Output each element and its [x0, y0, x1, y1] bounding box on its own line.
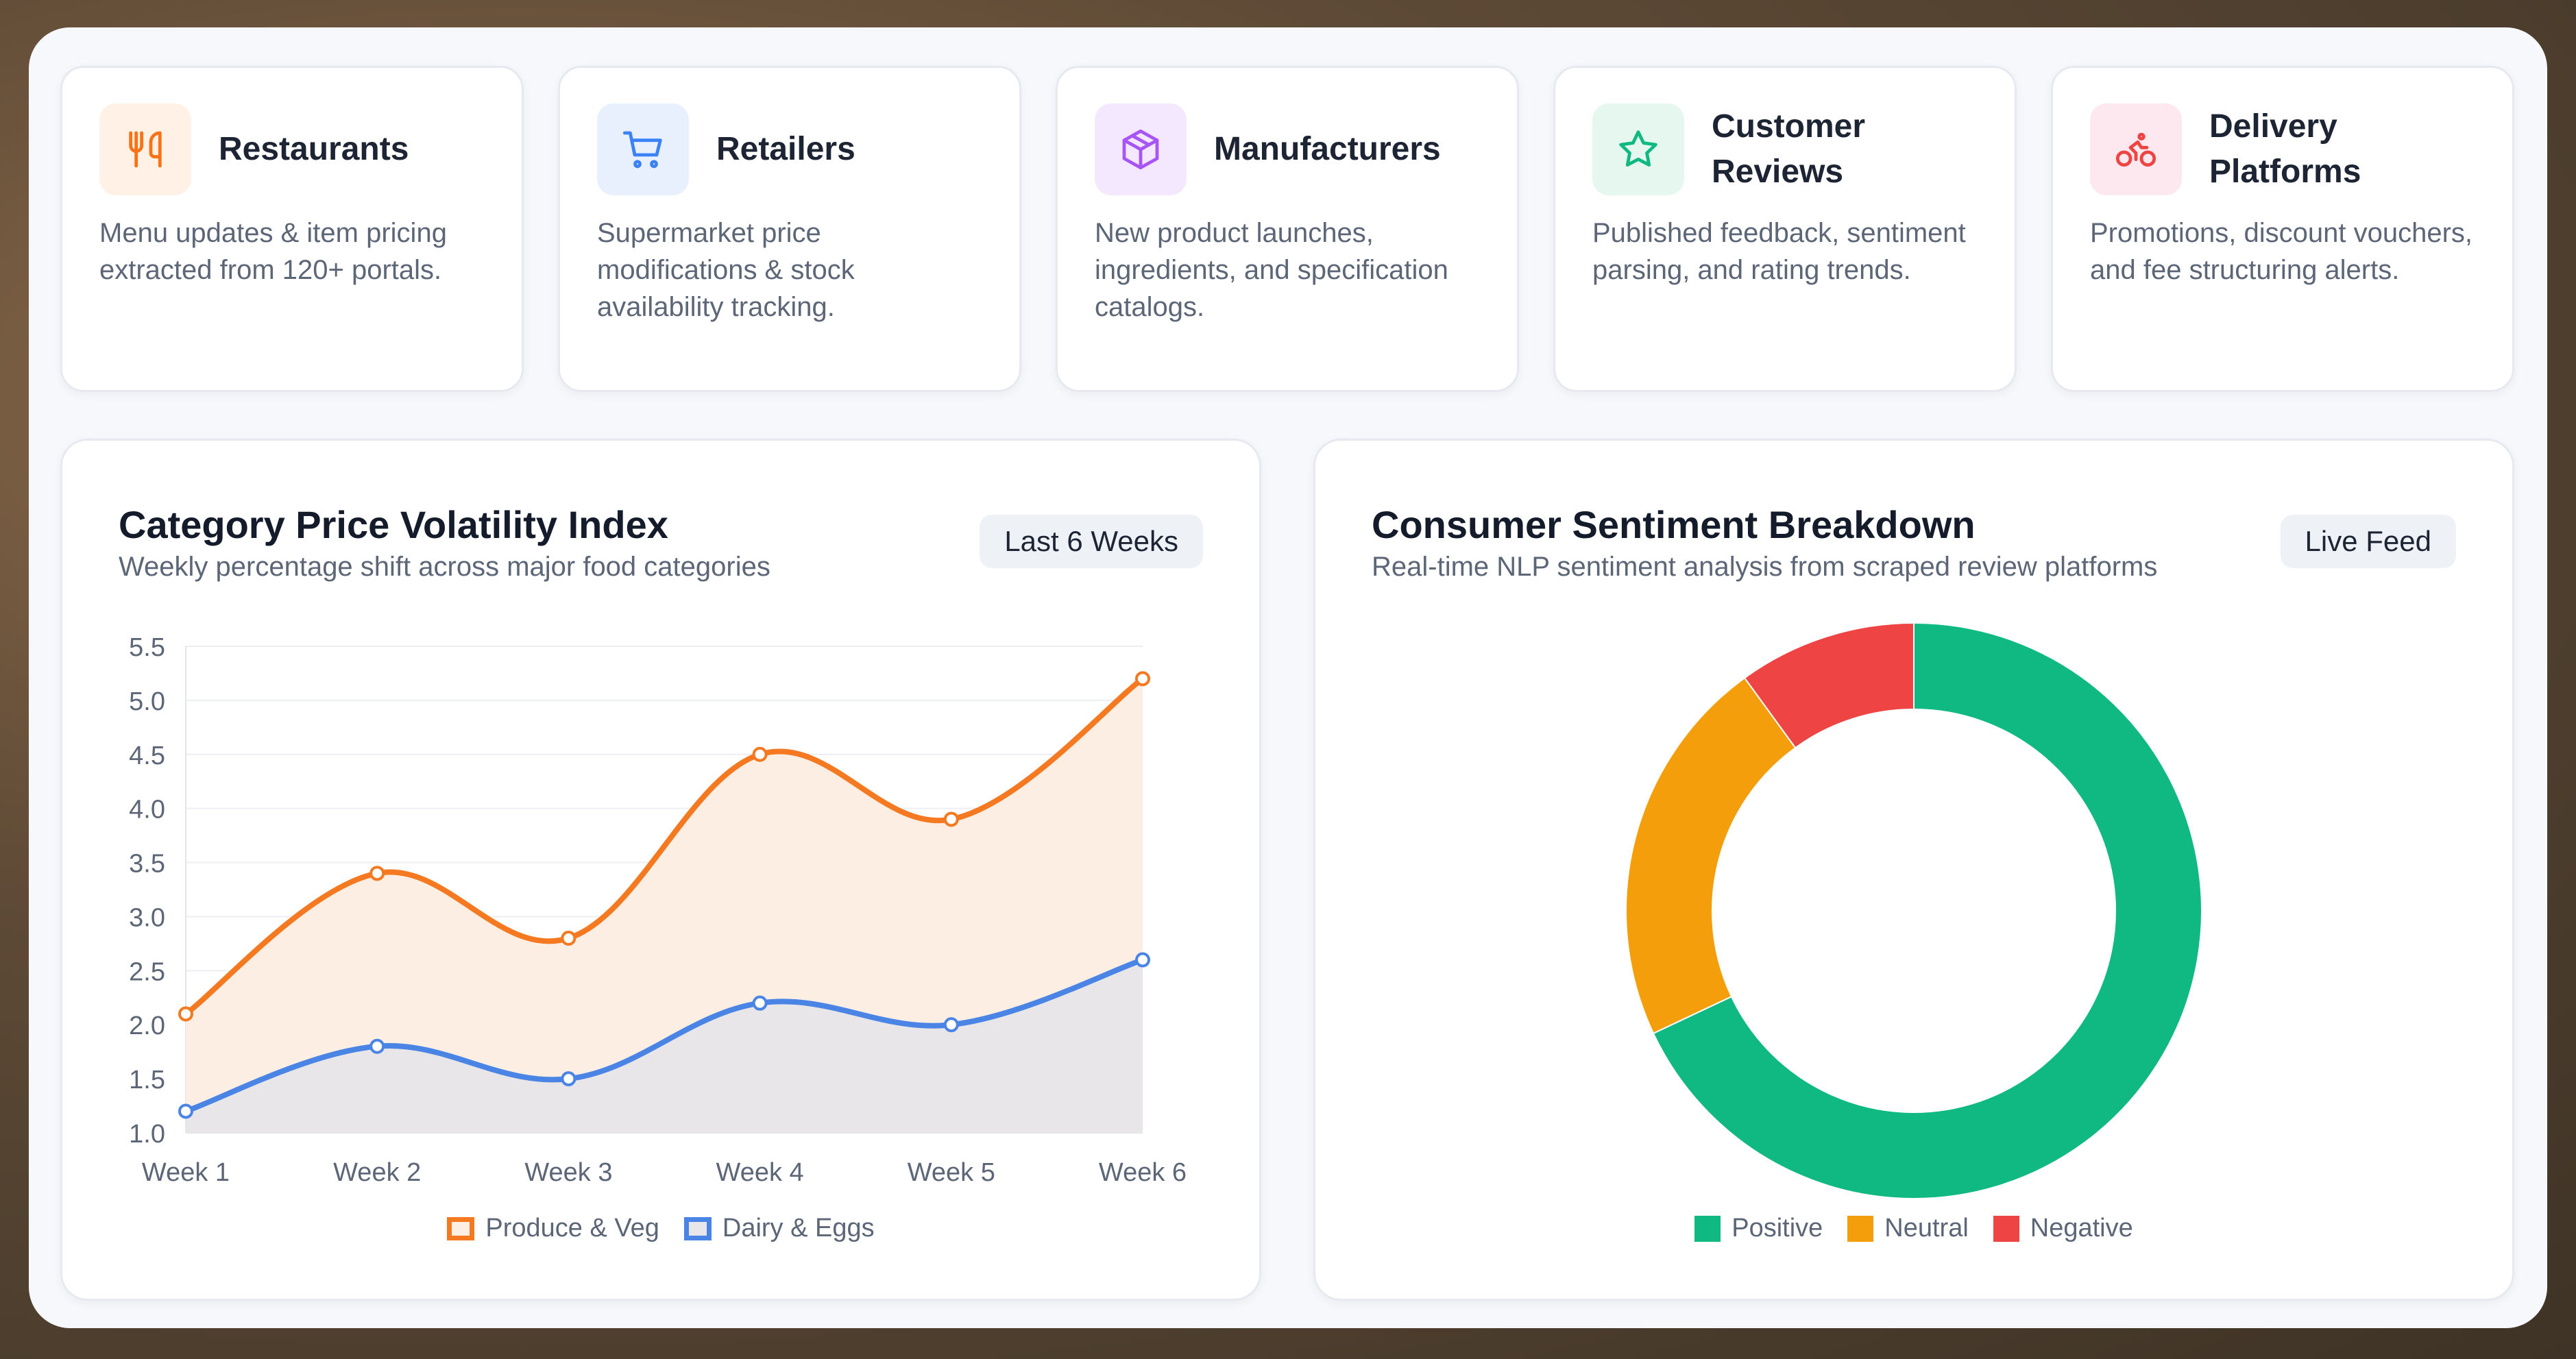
- legend-label: Produce & Veg: [485, 1214, 659, 1242]
- legend-swatch: [683, 1216, 712, 1240]
- x-tick-label: Week 1: [142, 1158, 230, 1187]
- card-description: Promotions, discount vouchers, and fee s…: [2090, 218, 2473, 285]
- series-line[interactable]: [183, 957, 1145, 1114]
- legend-swatch: [1694, 1215, 1721, 1242]
- live-feed-badge[interactable]: Live Feed: [2280, 515, 2456, 568]
- y-tick-label: 3.5: [129, 850, 165, 879]
- card-description: Menu updates & item pricing extracted fr…: [99, 218, 447, 285]
- source-cards: Restaurants Menu updates & item pricing …: [60, 66, 2514, 392]
- data-point[interactable]: [178, 1103, 193, 1119]
- box-icon: [1095, 103, 1187, 195]
- x-tick-label: Week 5: [908, 1158, 995, 1187]
- y-tick-label: 2.5: [129, 957, 165, 986]
- card-description: New product launches, ingredients, and s…: [1095, 218, 1448, 322]
- donut-slice-negative[interactable]: [1743, 622, 1915, 749]
- data-point[interactable]: [178, 1006, 193, 1022]
- data-point[interactable]: [369, 1038, 385, 1054]
- sentiment-panel: Consumer Sentiment Breakdown Real-time N…: [1313, 439, 2514, 1301]
- legend-label: Dairy & Eggs: [722, 1214, 875, 1242]
- range-badge[interactable]: Last 6 Weeks: [980, 515, 1203, 568]
- card-customer-reviews[interactable]: Customer Reviews Published feedback, sen…: [1553, 66, 2017, 392]
- legend-label: Negative: [2030, 1214, 2133, 1242]
- data-point[interactable]: [943, 811, 959, 827]
- series-area: [186, 678, 1143, 1133]
- volatility-line-chart[interactable]: 1.0 1.5 2.0 2.5 3.0 3.5 4.0 4.5 5.0 5.5 Week 1 Week…: [62, 441, 1259, 1299]
- legend-item-positive[interactable]: Positive: [1694, 1214, 1823, 1243]
- chart-legend: Positive Neutral Negative: [1315, 1214, 2512, 1243]
- series-area: [186, 959, 1143, 1133]
- data-point[interactable]: [561, 931, 576, 946]
- card-description: Published feedback, sentiment parsing, a…: [1592, 218, 1966, 285]
- x-tick-label: Week 4: [716, 1158, 804, 1187]
- panel-title: Category Price Volatility Index: [119, 503, 668, 546]
- sentiment-donut-chart[interactable]: [1315, 441, 2512, 1299]
- card-title: Delivery Platforms: [2209, 108, 2361, 190]
- card-delivery-platforms[interactable]: Delivery Platforms Promotions, discount …: [2051, 66, 2514, 392]
- y-tick-label: 1.0: [129, 1120, 165, 1149]
- data-point[interactable]: [943, 1017, 959, 1033]
- y-tick-label: 5.5: [129, 633, 165, 662]
- panel-subtitle: Weekly percentage shift across major foo…: [119, 552, 770, 582]
- data-point[interactable]: [752, 995, 768, 1011]
- panel-subtitle: Real-time NLP sentiment analysis from sc…: [1372, 552, 2158, 582]
- data-point[interactable]: [1135, 952, 1150, 968]
- chart-legend: Produce & Veg Dairy & Eggs: [62, 1214, 1259, 1243]
- legend-swatch: [447, 1216, 475, 1240]
- data-point[interactable]: [752, 746, 768, 762]
- cart-icon: [597, 103, 689, 195]
- bike-icon: [2090, 103, 2182, 195]
- legend-label: Neutral: [1884, 1214, 1969, 1242]
- fork-knife-icon: [99, 103, 191, 195]
- legend-label: Positive: [1731, 1214, 1823, 1242]
- card-title: Retailers: [716, 131, 855, 167]
- card-title: Restaurants: [219, 131, 409, 167]
- data-point[interactable]: [1135, 671, 1150, 687]
- y-tick-label: 4.5: [129, 742, 165, 770]
- card-manufacturers[interactable]: Manufacturers New product launches, ingr…: [1056, 66, 1519, 392]
- donut-slice-neutral[interactable]: [1625, 676, 1797, 1035]
- panel-title: Consumer Sentiment Breakdown: [1372, 503, 1976, 546]
- legend-item-dairy[interactable]: Dairy & Eggs: [683, 1214, 875, 1243]
- y-tick-label: 5.0: [129, 687, 165, 716]
- legend-swatch: [1993, 1215, 2019, 1242]
- legend-swatch: [1847, 1215, 1874, 1242]
- card-title: Customer Reviews: [1712, 108, 1866, 190]
- legend-item-negative[interactable]: Negative: [1993, 1214, 2133, 1243]
- volatility-panel: Category Price Volatility Index Weekly p…: [60, 439, 1261, 1301]
- legend-item-neutral[interactable]: Neutral: [1847, 1214, 1969, 1243]
- series-line[interactable]: [183, 676, 1145, 1017]
- y-tick-label: 3.0: [129, 903, 165, 932]
- y-tick-label: 4.0: [129, 796, 165, 824]
- star-icon: [1592, 103, 1684, 195]
- card-retailers[interactable]: Retailers Supermarket price modification…: [558, 66, 1021, 392]
- app-frame: Restaurants Menu updates & item pricing …: [29, 27, 2547, 1328]
- data-point[interactable]: [369, 866, 385, 881]
- card-description: Supermarket price modifications & stock …: [597, 218, 855, 322]
- card-restaurants[interactable]: Restaurants Menu updates & item pricing …: [60, 66, 524, 392]
- x-tick-label: Week 2: [333, 1158, 421, 1187]
- donut-slice-positive[interactable]: [1652, 622, 2203, 1199]
- legend-item-produce[interactable]: Produce & Veg: [447, 1214, 659, 1243]
- x-tick-label: Week 6: [1099, 1158, 1187, 1187]
- y-tick-label: 2.0: [129, 1012, 165, 1040]
- card-title: Manufacturers: [1214, 131, 1441, 167]
- x-tick-label: Week 3: [524, 1158, 612, 1187]
- y-tick-label: 1.5: [129, 1066, 165, 1094]
- data-point[interactable]: [561, 1071, 576, 1087]
